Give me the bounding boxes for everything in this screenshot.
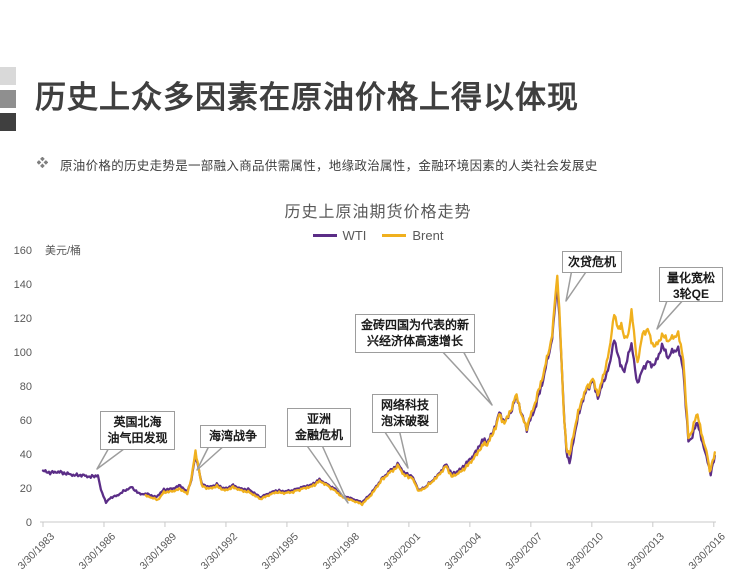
svg-text:120: 120: [14, 313, 32, 325]
svg-text:3/30/2013: 3/30/2013: [625, 531, 667, 573]
svg-text:3/30/1998: 3/30/1998: [321, 531, 363, 573]
callout-north-sea: 英国北海 油气田发现: [100, 411, 175, 450]
legend-label-brent: Brent: [412, 228, 444, 243]
bullet-row: 原油价格的历史走势是一部融入商品供需属性，地缘政治属性，金融环境因素的人类社会发…: [37, 155, 598, 174]
svg-text:20: 20: [20, 483, 32, 495]
callout-qe: 量化宽松 3轮QE: [659, 267, 723, 302]
callout-asian-crisis: 亚洲 金融危机: [287, 408, 351, 447]
svg-text:3/30/1989: 3/30/1989: [138, 531, 180, 573]
svg-text:3/30/1986: 3/30/1986: [77, 531, 119, 573]
brent-line-swatch-icon: [382, 234, 407, 237]
accent-square-light: [0, 67, 16, 85]
page-title: 历史上众多因素在原油价格上得以体现: [35, 80, 579, 115]
svg-text:3/30/2001: 3/30/2001: [381, 531, 423, 573]
svg-text:160: 160: [14, 245, 32, 257]
svg-text:美元/桶: 美元/桶: [45, 243, 81, 257]
callout-bric-growth: 金砖四国为代表的新 兴经济体高速增长: [355, 314, 475, 353]
svg-text:3/30/2004: 3/30/2004: [442, 531, 484, 573]
bullet-text: 原油价格的历史走势是一部融入商品供需属性，地缘政治属性，金融环境因素的人类社会发…: [60, 159, 598, 173]
wti-line-swatch-icon: [312, 234, 337, 237]
svg-text:40: 40: [20, 449, 32, 461]
svg-text:3/30/1992: 3/30/1992: [199, 531, 241, 573]
svg-text:3/30/2007: 3/30/2007: [503, 531, 545, 573]
svg-text:0: 0: [26, 517, 32, 529]
accent-square-mid: [0, 90, 16, 108]
accent-square-dark: [0, 113, 16, 131]
chart-legend: WTI Brent: [40, 228, 716, 243]
callout-gulf-war: 海湾战争: [200, 425, 266, 448]
legend-item-brent: Brent: [382, 228, 443, 243]
svg-text:3/30/2010: 3/30/2010: [564, 531, 606, 573]
legend-item-wti: WTI: [312, 228, 367, 243]
four-diamond-bullet-icon: [37, 157, 48, 168]
chart-title: 历史上原油期货价格走势: [284, 204, 472, 221]
accent-squares: [0, 67, 16, 136]
svg-text:60: 60: [20, 415, 32, 427]
svg-text:100: 100: [14, 347, 32, 359]
callout-dotcom-bubble: 网络科技 泡沫破裂: [372, 394, 438, 433]
callout-subprime-crisis: 次贷危机: [562, 251, 622, 273]
svg-text:140: 140: [14, 279, 32, 291]
legend-label-wti: WTI: [342, 228, 367, 243]
svg-text:3/30/1995: 3/30/1995: [260, 531, 302, 573]
svg-text:3/30/2016: 3/30/2016: [686, 531, 728, 573]
svg-text:3/30/1983: 3/30/1983: [16, 531, 58, 573]
svg-text:80: 80: [20, 381, 32, 393]
